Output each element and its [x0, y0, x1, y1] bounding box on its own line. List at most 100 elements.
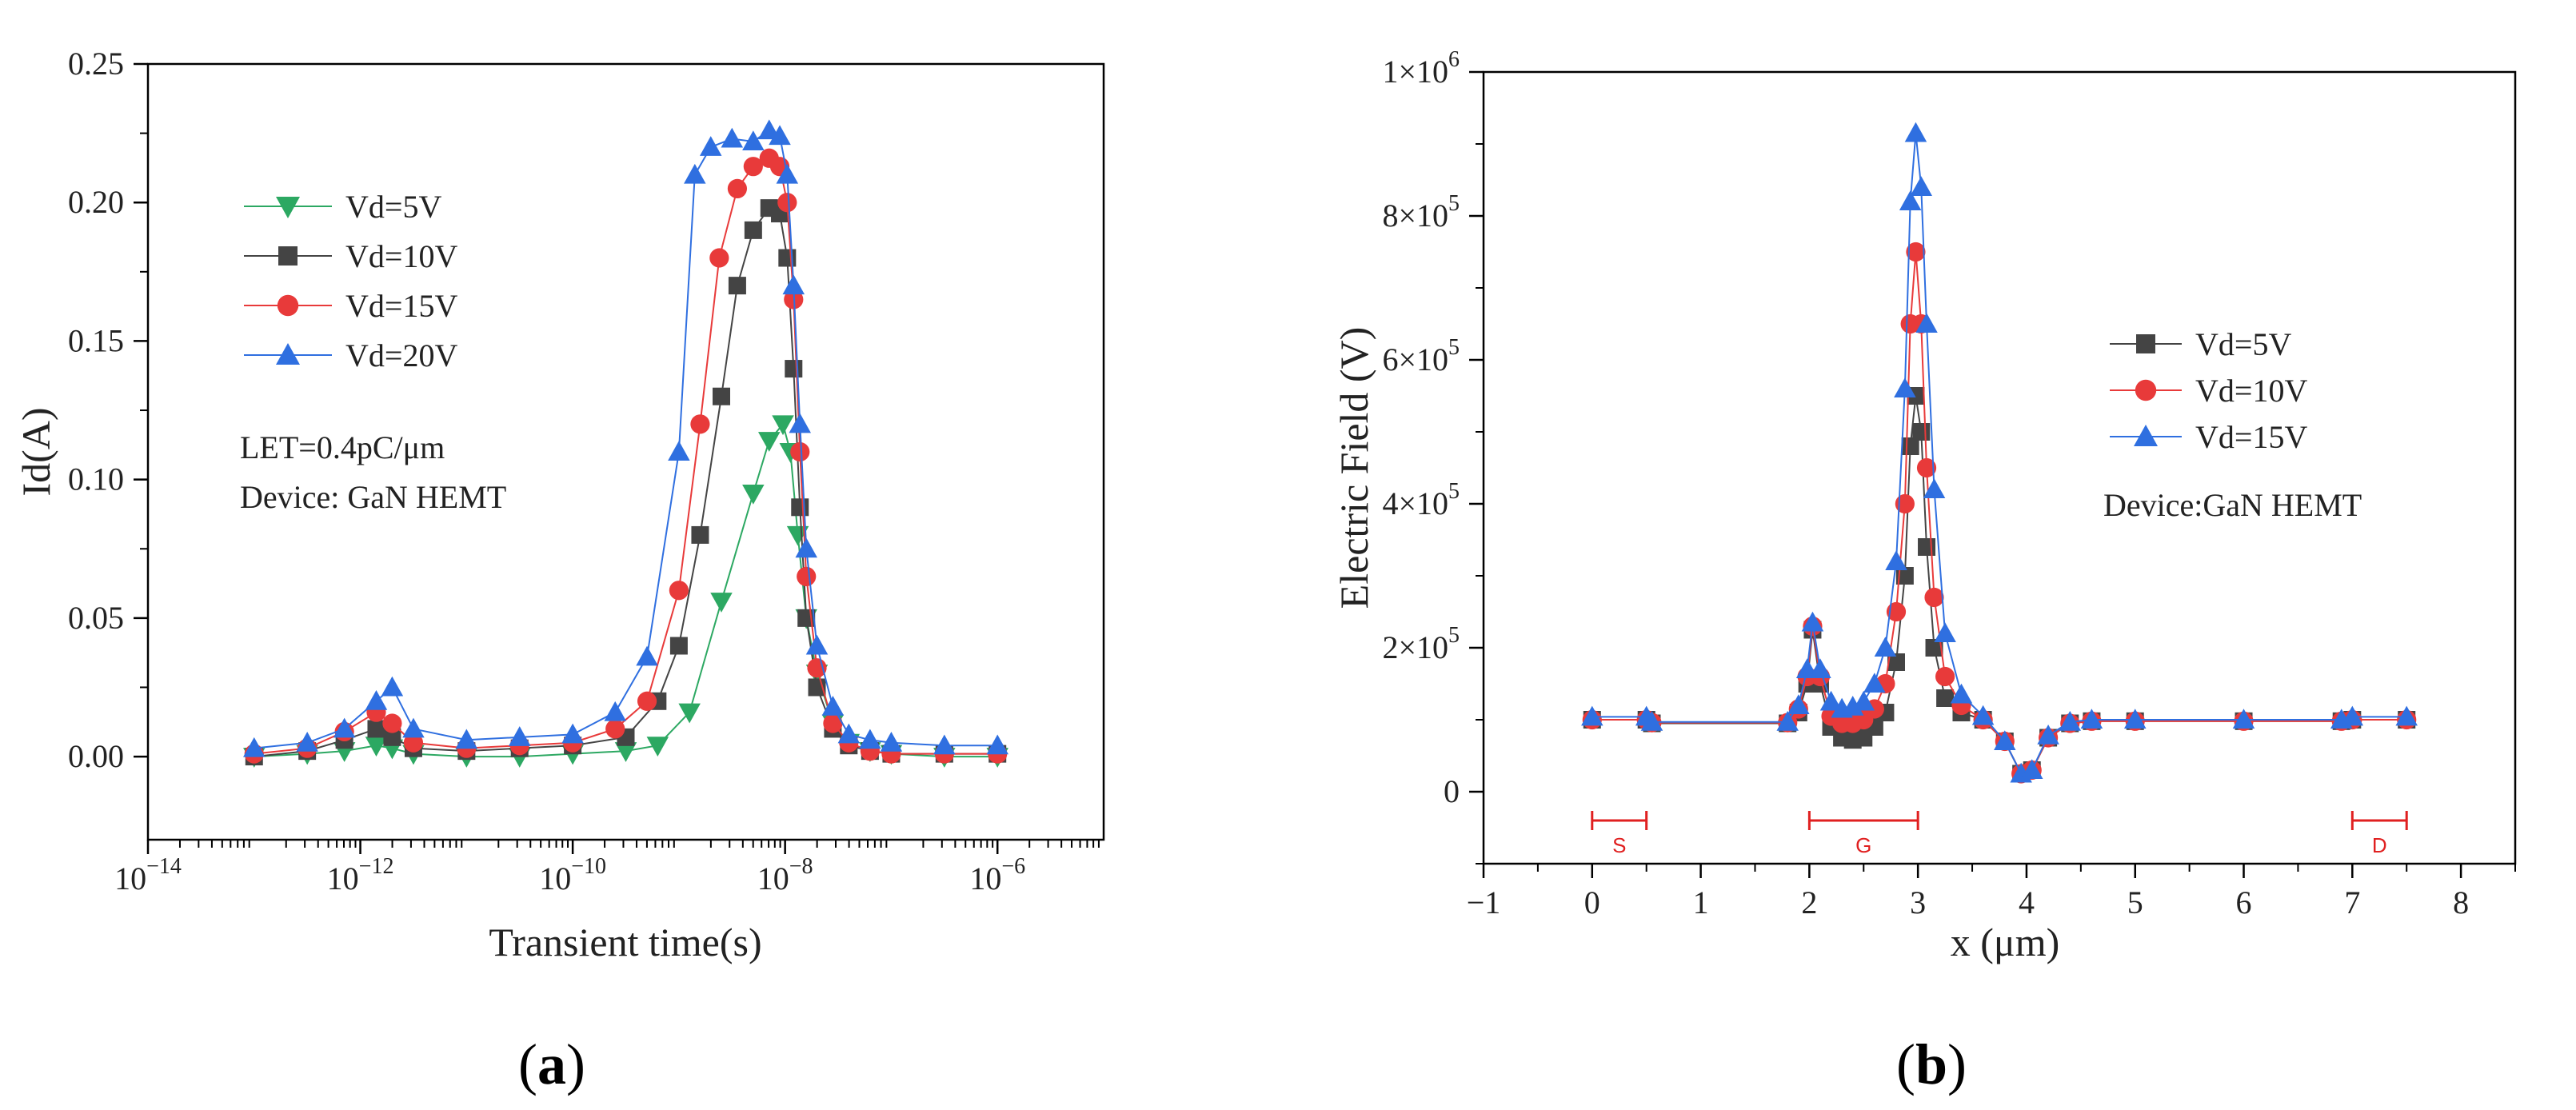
- chart-a-data-point: [367, 720, 385, 738]
- chart-a-legend-marker: [277, 294, 299, 317]
- chart-b-ylabel: Electric Field (V): [1332, 327, 1376, 609]
- chart-a-data-point: [778, 249, 797, 267]
- chart-a-y-tick-label: 0.00: [68, 738, 124, 774]
- chart-a-data-point: [772, 415, 794, 436]
- chart-b-legend-marker: [2134, 425, 2158, 446]
- chart-a-series-3: [243, 119, 1008, 757]
- chart-b-data-point: [2232, 709, 2255, 729]
- chart-b-legend-label: Vd=15V: [2195, 419, 2307, 455]
- chart-a-data-point: [743, 157, 763, 177]
- chart-b-data-point: [1916, 457, 1937, 478]
- chart-b-region-S: S: [1591, 811, 1648, 857]
- chart-b-data-point: [1874, 637, 1897, 657]
- chart-a-data-point: [605, 719, 625, 739]
- chart-b-legend-label: Vd=5V: [2195, 326, 2291, 362]
- chart-a-data-point: [508, 726, 531, 746]
- chart-a-data-point: [821, 695, 845, 716]
- chart-a-data-point: [789, 413, 812, 433]
- chart-b-data-point: [1841, 696, 1864, 716]
- chart-b-data-point: [1819, 690, 1843, 711]
- chart-b-y-tick-label: 4×105: [1382, 479, 1460, 521]
- chart-a-y-tick-label: 0.05: [68, 600, 124, 636]
- chart-a-x-tick-label: 10−10: [539, 854, 606, 896]
- chart-a-data-point: [333, 717, 356, 738]
- chart-a-data-point: [776, 163, 799, 184]
- panel-a: 10−14 10−12 10−10 10−8 10−6 0.00 0.05 0.10 0.15 0…: [14, 46, 1105, 1096]
- chart-b-data-point: [1924, 587, 1944, 608]
- chart-a-data-point: [402, 717, 425, 738]
- chart-a-data-point: [769, 125, 791, 146]
- chart-b-data-point: [1640, 710, 1663, 731]
- chart-b-data-point: [2080, 709, 2103, 729]
- chart-b-legend-marker: [2135, 379, 2157, 401]
- chart-a-data-point: [365, 690, 388, 710]
- chart-a-legend-marker: [276, 197, 300, 218]
- chart-a-data-point: [797, 566, 817, 586]
- chart-b-data-point: [2037, 725, 2059, 745]
- chart-a-data-point: [791, 498, 809, 517]
- chart-b-data-point: [1915, 313, 1938, 333]
- chart-a-data-point: [699, 136, 722, 156]
- chart-a-data-point: [710, 593, 733, 613]
- chart-a-x-tick-label: 10−8: [757, 854, 813, 896]
- chart-a-x-tick-label: 10−6: [969, 854, 1025, 896]
- chart-a-data-point: [669, 581, 689, 601]
- chart-b-data-point: [1923, 478, 1946, 498]
- chart-b-data-point: [1852, 690, 1875, 711]
- chart-a-data-point: [691, 525, 709, 544]
- chart-b-data-point: [1994, 730, 2016, 750]
- chart-b-region-G: G: [1807, 811, 1919, 857]
- chart-a-data-point: [859, 729, 881, 749]
- chart-b-x-tick-label: 2: [1801, 884, 1817, 920]
- chart-a-data-point: [785, 360, 803, 378]
- chart-b-y-tick-label: 2×105: [1382, 623, 1460, 665]
- chart-a-legend-label: Vd=10V: [345, 238, 457, 274]
- chart-a-legend-marker: [278, 246, 298, 266]
- chart-b-region-D: D: [2350, 811, 2408, 857]
- chart-a-x-tick-label: 10−14: [114, 854, 182, 896]
- chart-b-x-tick-label: 8: [2453, 884, 2469, 920]
- chart-b-y-tick-label: 8×105: [1382, 191, 1460, 234]
- chart-a-data-point: [403, 733, 424, 753]
- chart-b-annotation-device: Device:GaN HEMT: [2103, 487, 2362, 523]
- chart-b-region-label: S: [1612, 833, 1626, 857]
- chart-a-series-0: [243, 415, 1008, 768]
- chart-a-frame: [146, 62, 1105, 841]
- chart-b-data-point: [1886, 601, 1907, 622]
- chart-b-plot: −1 0 1 2 3 4 5 6 7 8 0 2×105 4×105 6×105 8×105 1×106 S G D: [1382, 47, 2516, 920]
- chart-b-data-point: [1776, 710, 1799, 731]
- chart-b-data-point: [1904, 122, 1927, 142]
- panel-label-a: (a): [518, 1032, 585, 1096]
- chart-b-data-point: [1910, 176, 1932, 196]
- chart-b-data-point: [1887, 653, 1905, 671]
- chart-a-data-point: [243, 737, 266, 757]
- chart-a-data-point: [709, 248, 729, 268]
- chart-a-data-point: [690, 414, 710, 434]
- chart-b-data-point: [1918, 538, 1936, 556]
- chart-b-x-tick-label: 6: [2236, 884, 2252, 920]
- chart-b-data-point: [1787, 694, 1810, 714]
- chart-b-xlabel: x (μm): [1951, 920, 2060, 964]
- chart-b-data-point: [2341, 705, 2364, 726]
- chart-a-data-point: [742, 130, 765, 150]
- chart-a-annotation-let: LET=0.4pC/μm: [240, 429, 445, 465]
- chart-a-data-point: [604, 701, 626, 721]
- chart-b-data-point: [1899, 190, 1922, 210]
- chart-b-data-point: [1809, 658, 1831, 678]
- chart-b-data-point: [1936, 689, 1955, 707]
- chart-a-data-point: [758, 432, 781, 452]
- chart-b-data-point: [1906, 242, 1926, 262]
- chart-b-series-2: [1581, 122, 2418, 783]
- chart-a-data-point: [455, 729, 478, 749]
- chart-a-data-point: [383, 728, 401, 746]
- chart-a-data-point: [561, 723, 584, 744]
- chart-a-data-point: [669, 637, 688, 655]
- chart-b-data-point: [2123, 709, 2147, 729]
- chart-a-data-point: [382, 713, 402, 733]
- chart-a-data-point: [668, 441, 690, 461]
- chart-b-data-point: [1581, 705, 1604, 726]
- chart-a-legend-label: Vd=15V: [345, 288, 457, 324]
- chart-a-data-point: [365, 737, 388, 757]
- chart-b-data-point: [1971, 705, 1995, 725]
- chart-b-x-tick-label: 5: [2127, 884, 2143, 920]
